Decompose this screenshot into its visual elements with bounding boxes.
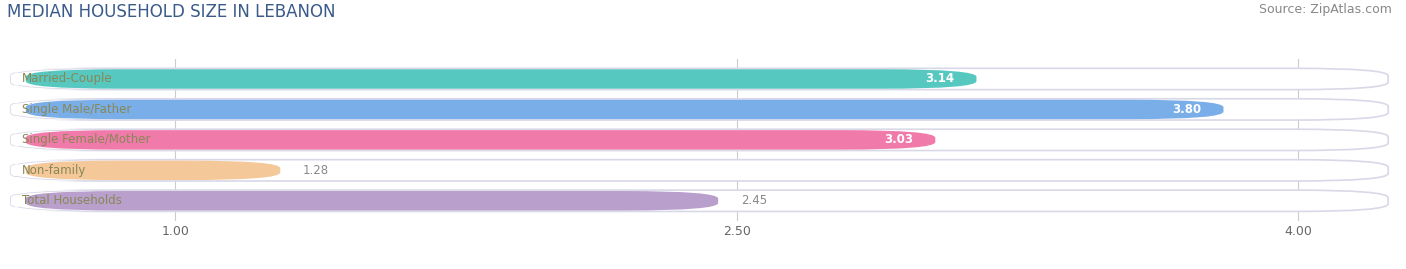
Text: 3.14: 3.14 — [925, 72, 955, 86]
Text: 2.45: 2.45 — [741, 194, 766, 207]
FancyBboxPatch shape — [25, 130, 935, 150]
Text: Single Female/Mother: Single Female/Mother — [22, 133, 150, 146]
FancyBboxPatch shape — [25, 161, 280, 180]
FancyBboxPatch shape — [11, 160, 1388, 181]
Text: 1.28: 1.28 — [302, 164, 329, 177]
FancyBboxPatch shape — [0, 129, 104, 151]
Text: MEDIAN HOUSEHOLD SIZE IN LEBANON: MEDIAN HOUSEHOLD SIZE IN LEBANON — [7, 3, 336, 21]
FancyBboxPatch shape — [0, 160, 104, 181]
Text: Total Households: Total Households — [22, 194, 122, 207]
Text: Married-Couple: Married-Couple — [22, 72, 112, 86]
Text: 3.80: 3.80 — [1173, 103, 1201, 116]
Text: 3.03: 3.03 — [884, 133, 912, 146]
FancyBboxPatch shape — [0, 190, 104, 211]
Text: Non-family: Non-family — [22, 164, 86, 177]
Text: Single Male/Father: Single Male/Father — [22, 103, 131, 116]
FancyBboxPatch shape — [0, 68, 104, 90]
FancyBboxPatch shape — [11, 190, 1388, 211]
FancyBboxPatch shape — [25, 69, 976, 89]
FancyBboxPatch shape — [25, 191, 718, 211]
FancyBboxPatch shape — [25, 100, 1223, 119]
FancyBboxPatch shape — [11, 68, 1388, 90]
FancyBboxPatch shape — [11, 99, 1388, 120]
FancyBboxPatch shape — [11, 129, 1388, 151]
FancyBboxPatch shape — [0, 99, 104, 120]
Text: Source: ZipAtlas.com: Source: ZipAtlas.com — [1258, 3, 1392, 16]
